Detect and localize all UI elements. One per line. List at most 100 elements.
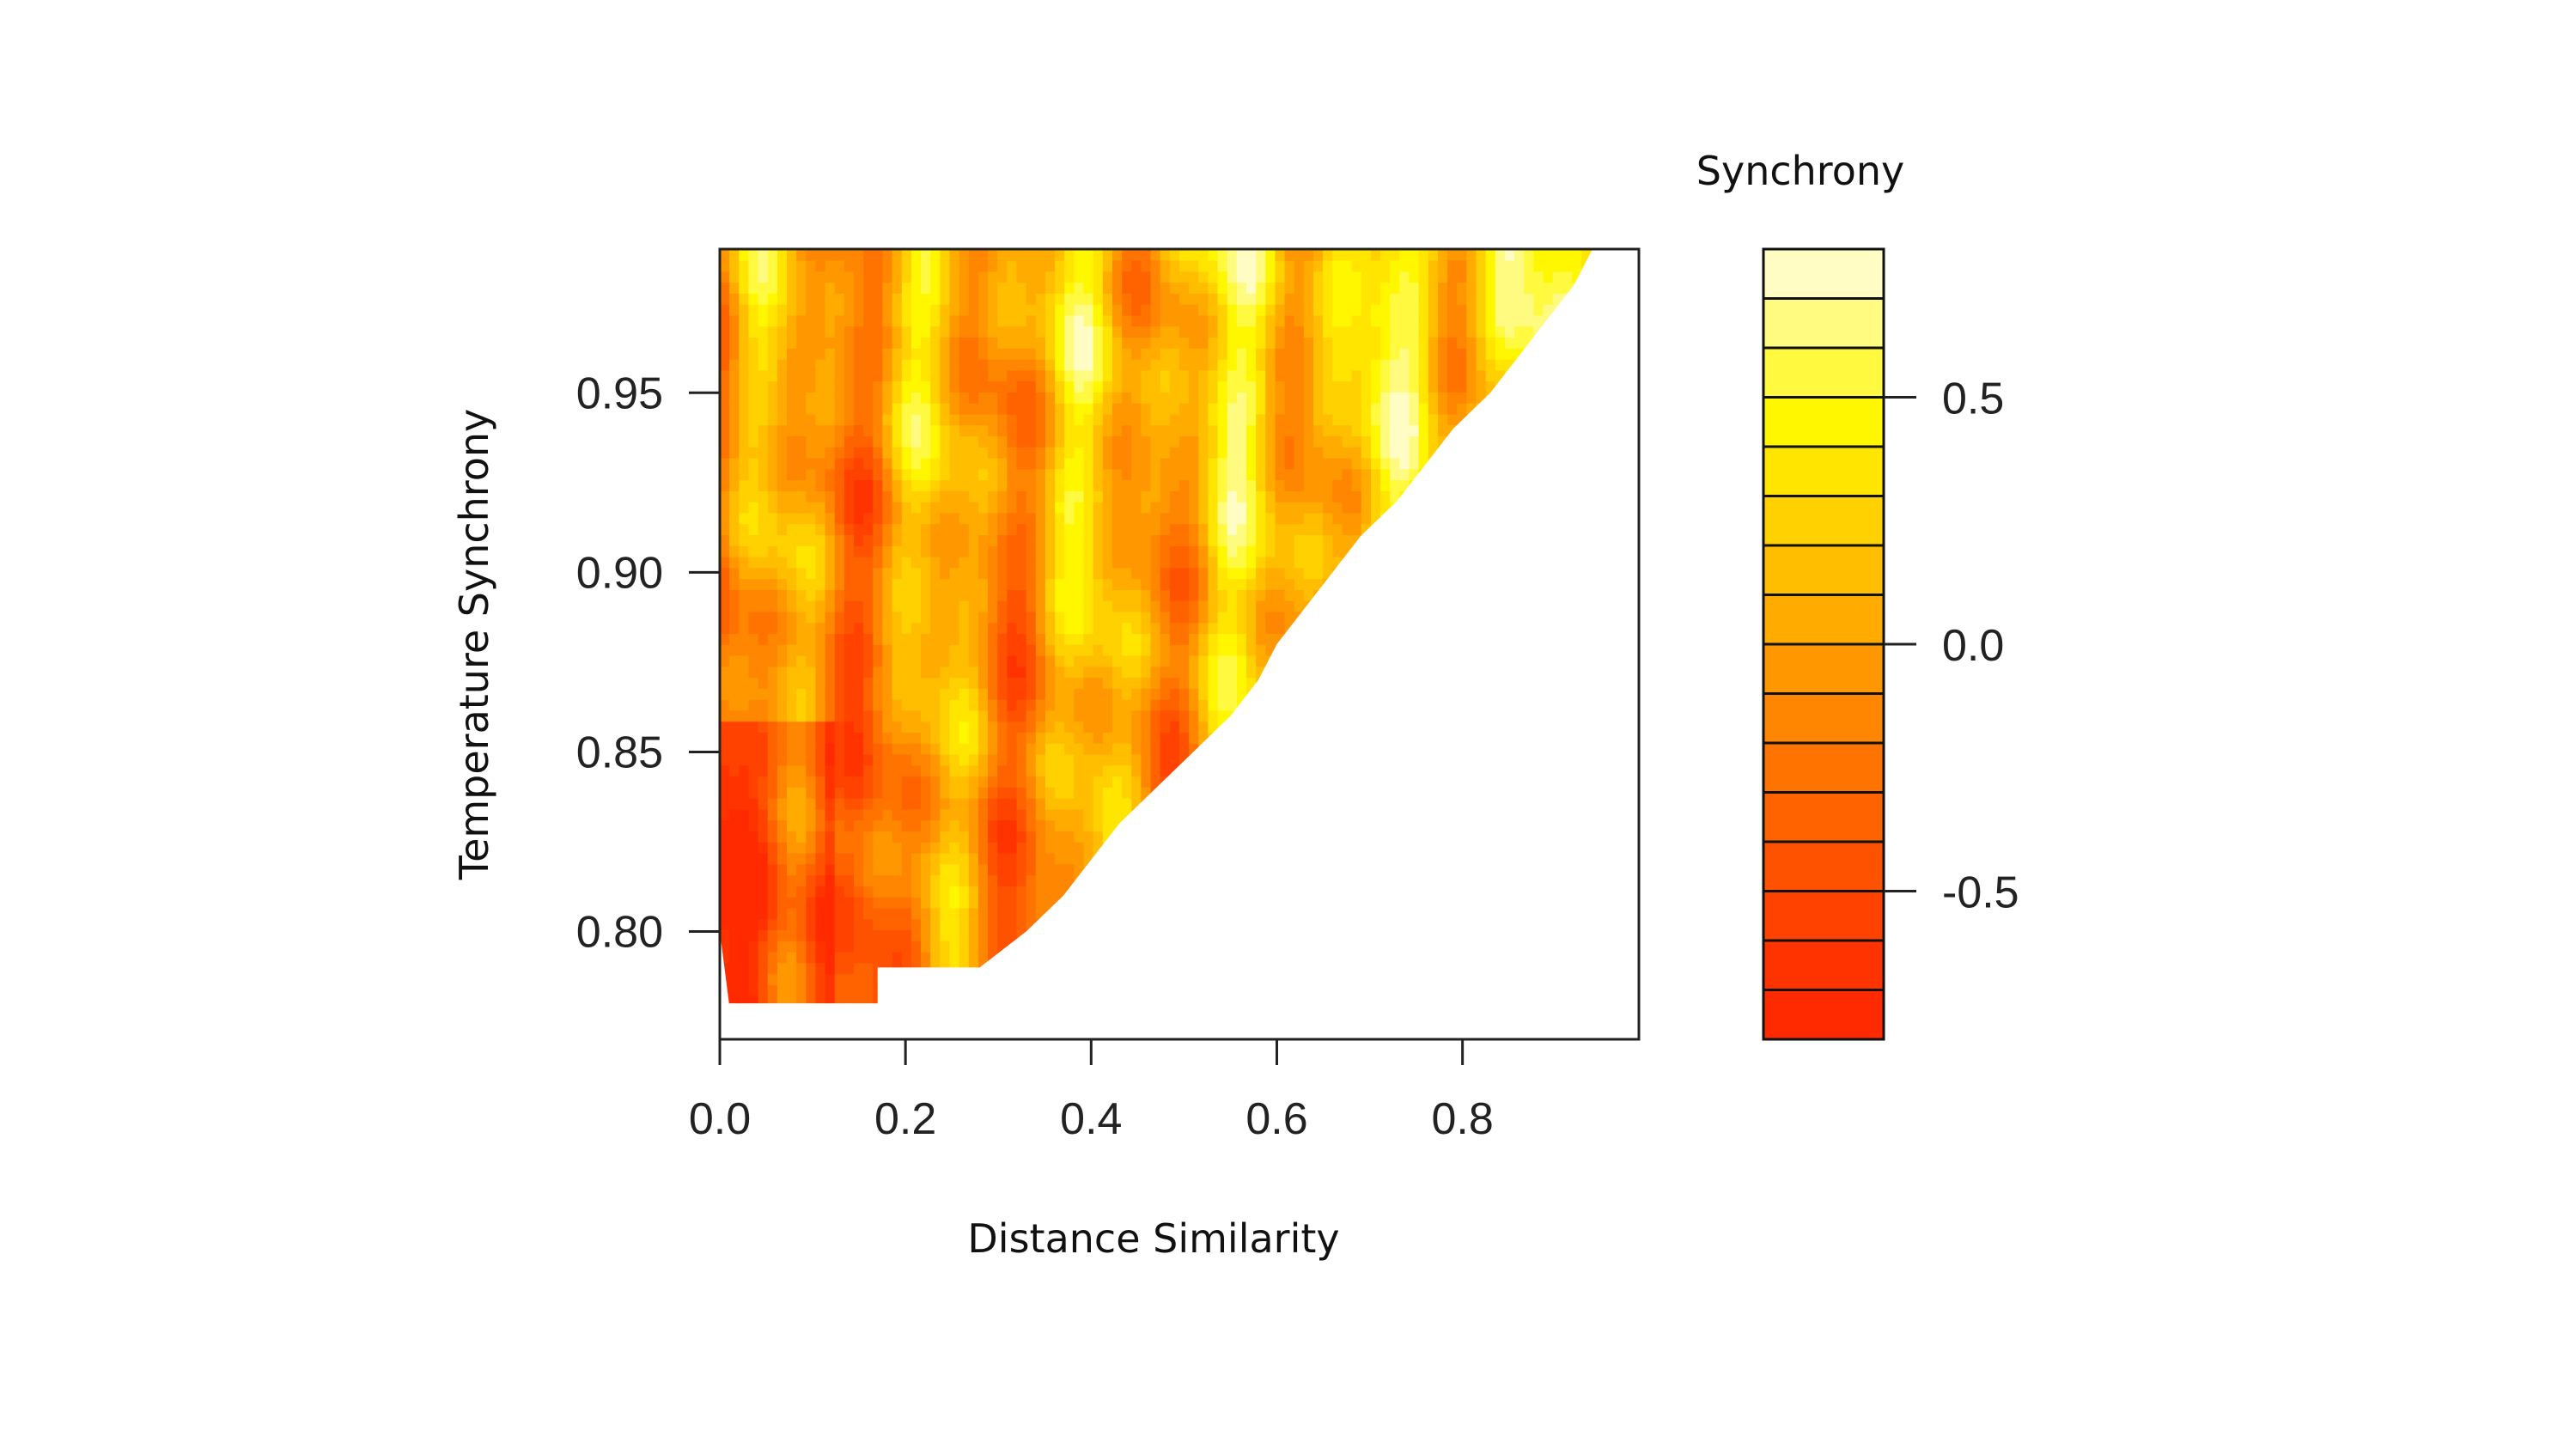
heatmap-cell xyxy=(806,402,817,415)
heatmap-cell xyxy=(1122,787,1133,799)
heatmap-cell xyxy=(825,721,836,734)
heatmap-cell xyxy=(1007,490,1018,502)
heatmap-cell xyxy=(1323,326,1334,338)
heatmap-cell xyxy=(1074,512,1085,525)
heatmap-cell xyxy=(1236,447,1247,459)
heatmap-cell xyxy=(843,611,855,624)
heatmap-cell xyxy=(1007,303,1018,316)
heatmap-cell xyxy=(1111,831,1123,843)
heatmap-cell xyxy=(1275,249,1286,261)
heatmap-cell xyxy=(1016,929,1027,941)
heatmap-cell xyxy=(1236,589,1247,601)
heatmap-cell xyxy=(1160,337,1171,349)
heatmap-cell xyxy=(1083,819,1094,832)
heatmap-cell xyxy=(930,259,941,272)
heatmap-cell xyxy=(1275,709,1286,722)
heatmap-cell xyxy=(796,962,807,975)
heatmap-cell xyxy=(758,545,769,557)
heatmap-cell xyxy=(1074,874,1085,886)
heatmap-cell xyxy=(949,819,960,832)
heatmap-cell xyxy=(1227,249,1238,261)
heatmap-cell xyxy=(1044,381,1056,393)
heatmap-cell xyxy=(739,842,750,854)
heatmap-cell xyxy=(930,753,941,766)
heatmap-cell xyxy=(1236,951,1247,964)
heatmap-cell xyxy=(1016,951,1027,964)
heatmap-cell xyxy=(1055,874,1066,886)
heatmap-cell xyxy=(1007,644,1018,656)
heatmap-cell xyxy=(854,567,864,580)
heatmap-cell xyxy=(748,512,759,525)
heatmap-cell xyxy=(1380,787,1392,799)
heatmap-cell xyxy=(1160,282,1171,294)
heatmap-cell xyxy=(1044,852,1056,865)
heatmap-cell xyxy=(720,282,730,294)
heatmap-cell xyxy=(1256,831,1267,843)
heatmap-cell xyxy=(930,896,941,909)
heatmap-cell xyxy=(1044,259,1056,272)
heatmap-cell xyxy=(988,402,999,415)
heatmap-cell xyxy=(1111,337,1123,349)
heatmap-cell xyxy=(1246,381,1257,393)
heatmap-cell xyxy=(729,348,740,360)
heatmap-cell xyxy=(1265,1017,1276,1029)
heatmap-cell xyxy=(1332,666,1343,679)
heatmap-cell xyxy=(1055,326,1066,338)
heatmap-cell xyxy=(1370,666,1381,679)
heatmap-cell xyxy=(1179,578,1190,590)
heatmap-cell xyxy=(1208,392,1219,404)
heatmap-cell xyxy=(720,424,730,437)
heatmap-cell xyxy=(1227,293,1238,305)
heatmap-cell xyxy=(1141,962,1152,975)
heatmap-cell xyxy=(1016,666,1027,679)
heatmap-cell xyxy=(1035,622,1046,635)
heatmap-cell xyxy=(1323,941,1334,953)
heatmap-cell xyxy=(825,622,836,635)
heatmap-cell xyxy=(1007,886,1018,898)
heatmap-cell xyxy=(977,732,989,744)
heatmap-cell xyxy=(1332,392,1343,404)
heatmap-cell xyxy=(1323,392,1334,404)
heatmap-cell xyxy=(1141,293,1152,305)
heatmap-cell xyxy=(1236,600,1247,612)
heatmap-cell xyxy=(1342,874,1353,886)
heatmap-cell xyxy=(921,501,932,514)
heatmap-cell xyxy=(1303,293,1314,305)
heatmap-cell xyxy=(1189,852,1200,865)
heatmap-cell xyxy=(1265,457,1276,470)
heatmap-cell xyxy=(748,622,759,635)
heatmap-cell xyxy=(1265,819,1276,832)
heatmap-cell xyxy=(1160,512,1171,525)
heatmap-cell xyxy=(977,556,989,569)
heatmap-cell xyxy=(1246,303,1257,316)
heatmap-cell xyxy=(930,523,941,536)
heatmap-cell xyxy=(1227,369,1238,382)
heatmap-cell xyxy=(758,764,769,777)
heatmap-cell xyxy=(1265,358,1276,371)
heatmap-cell xyxy=(1351,435,1362,447)
heatmap-cell xyxy=(1323,1007,1333,1019)
heatmap-cell xyxy=(1074,797,1085,810)
heatmap-cell xyxy=(1342,479,1353,491)
heatmap-cell xyxy=(1083,709,1094,722)
heatmap-cell xyxy=(1007,501,1018,514)
heatmap-cell xyxy=(1131,249,1142,261)
heatmap-cell xyxy=(1265,787,1276,799)
heatmap-cell xyxy=(1227,490,1238,502)
heatmap-cell xyxy=(1131,709,1142,722)
heatmap-cell xyxy=(787,600,797,612)
heatmap-cell xyxy=(901,578,912,590)
heatmap-cell xyxy=(1189,842,1200,854)
heatmap-cell xyxy=(1256,259,1267,272)
heatmap-cell xyxy=(787,326,797,338)
heatmap-cell xyxy=(1227,600,1238,612)
heatmap-cell xyxy=(1160,776,1171,788)
heatmap-cell xyxy=(901,392,912,404)
heatmap-cell xyxy=(776,293,788,305)
heatmap-cell xyxy=(1007,545,1018,557)
heatmap-cell xyxy=(767,633,778,645)
heatmap-cell xyxy=(1160,962,1171,975)
heatmap-cell xyxy=(863,743,874,755)
heatmap-cell xyxy=(806,852,817,865)
heatmap-cell xyxy=(1351,413,1362,426)
